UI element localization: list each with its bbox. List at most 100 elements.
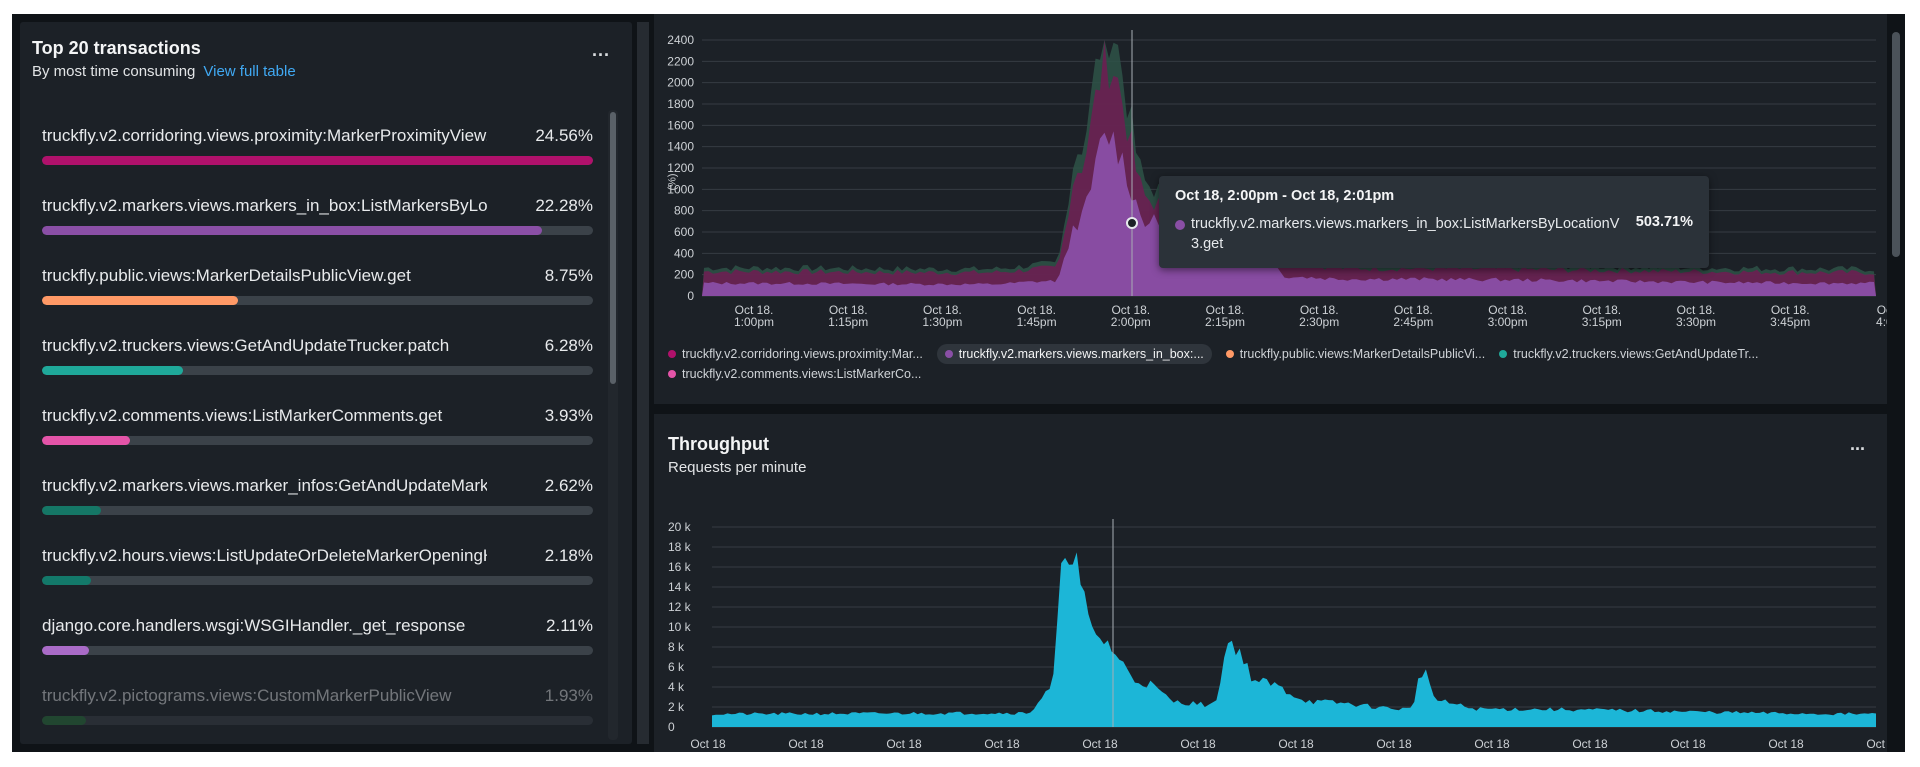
transaction-name: truckfly.v2.markers.views.marker_infos:G… — [42, 476, 487, 495]
transaction-row[interactable]: truckfly.v2.markers.views.marker_infos:G… — [42, 476, 593, 546]
transaction-name: truckfly.v2.corridoring.views.proximity:… — [42, 126, 487, 145]
panel-title: Top 20 transactions — [32, 38, 201, 58]
transaction-row[interactable]: truckfly.v2.hours.views:ListUpdateOrDele… — [42, 546, 593, 616]
y-tick-label: 1000 — [667, 182, 694, 196]
legend-label: truckfly.v2.markers.views.markers_in_box… — [958, 347, 1204, 361]
legend-item[interactable]: truckfly.public.views:MarkerDetailsPubli… — [1225, 344, 1486, 364]
transaction-bar-fill — [42, 716, 86, 725]
x-tick-label: Oct 18, — [1206, 303, 1245, 314]
throughput-panel: Throughput Requests per minute ... 0 2 k 4… — [654, 414, 1887, 752]
transaction-row[interactable]: truckfly.v2.pictograms.views:CustomMarke… — [42, 686, 593, 744]
y-tick-label: 12 k — [668, 600, 692, 614]
legend-item[interactable]: truckfly.v2.markers.views.markers_in_box… — [936, 344, 1212, 364]
area-series-corridoring — [702, 40, 1876, 296]
transaction-row[interactable]: django.core.handlers.wsgi:WSGIHandler._g… — [42, 616, 593, 686]
transaction-percent: 1.93% — [544, 686, 593, 705]
x-tick-label: Oct 18, — [1111, 303, 1150, 314]
x-tick-label: Oct 18 — [1180, 737, 1216, 751]
tooltip-title: Oct 18, 2:00pm - Oct 18, 2:01pm — [1175, 188, 1395, 204]
transaction-name: truckfly.v2.markers.views.markers_in_box… — [42, 196, 487, 215]
y-tick-label: 2 k — [668, 700, 685, 714]
transaction-bar-track — [42, 436, 593, 445]
x-tick-label: Oct 18 — [1278, 737, 1314, 751]
legend-dot-icon — [668, 350, 676, 358]
time-consumption-chart-panel: (%) 0 200 400 600 800 1000 1200 1400 1600 1800 200… — [654, 14, 1887, 404]
throughput-subtitle: Requests per minute — [668, 459, 807, 476]
x-tick-label: Oct 18 — [1376, 737, 1412, 751]
x-tick-label: Oct 18, — [1677, 303, 1716, 314]
x-tick-label: Oct 18, — [1582, 303, 1621, 314]
y-tick-label: 2400 — [667, 33, 694, 47]
y-tick-label: 200 — [674, 268, 694, 282]
dashboard-frame: Top 20 transactions By most time consumi… — [12, 14, 1905, 752]
transaction-percent: 6.28% — [544, 336, 593, 355]
x-tick-label: Oct 18 — [1768, 737, 1804, 751]
transaction-bar-track — [42, 156, 593, 165]
panel-divider[interactable] — [637, 22, 649, 744]
x-tick-label: 4:0 — [1876, 315, 1887, 329]
transaction-bar-fill — [42, 366, 184, 375]
transaction-bar-fill — [42, 156, 593, 165]
x-tick-label: Oc — [1877, 303, 1887, 314]
transaction-row[interactable]: truckfly.v2.comments.views:ListMarkerCom… — [42, 406, 593, 476]
transaction-row[interactable]: truckfly.v2.corridoring.views.proximity:… — [42, 126, 593, 196]
legend-label: truckfly.public.views:MarkerDetailsPubli… — [1239, 347, 1486, 361]
x-tick-label: Oct 18 — [1866, 737, 1887, 751]
transaction-name: truckfly.v2.pictograms.views:CustomMarke… — [42, 686, 452, 705]
throughput-menu-button[interactable]: ... — [1849, 434, 1865, 454]
transaction-bar-track — [42, 716, 593, 725]
chart-legend: truckfly.v2.corridoring.views.proximity:… — [668, 344, 1868, 384]
chart-tooltip: Oct 18, 2:00pm - Oct 18, 2:01pm truckfly… — [1159, 176, 1709, 268]
panel-subtitle: By most time consuming View full table — [32, 63, 296, 80]
scrollbar-thumb[interactable] — [610, 112, 616, 384]
transaction-name: truckfly.v2.comments.views:ListMarkerCom… — [42, 406, 443, 425]
x-tick-label: Oct 18, — [1394, 303, 1433, 314]
transaction-name: truckfly.public.views:MarkerDetailsPubli… — [42, 266, 411, 285]
transaction-bar-fill — [42, 646, 90, 655]
panel-menu-button[interactable]: ... — [591, 40, 610, 60]
y-tick-label: 0 — [668, 720, 675, 734]
y-tick-label: 0 — [687, 289, 694, 303]
legend-dot-icon — [1499, 350, 1508, 358]
top-transactions-panel: Top 20 transactions By most time consumi… — [20, 22, 632, 744]
x-tick-label: Oct 18 — [1474, 737, 1510, 751]
x-tick-label: Oct 18, — [1017, 303, 1056, 314]
x-tick-label: 3:45pm — [1770, 315, 1810, 329]
x-tick-label: 1:45pm — [1017, 315, 1057, 329]
legend-item[interactable]: truckfly.v2.truckers.views:GetAndUpdateT… — [1499, 344, 1758, 364]
transaction-percent: 2.11% — [546, 616, 593, 635]
throughput-chart[interactable]: 0 2 k 4 k 6 k 8 k 10 k 12 k 14 k 16 k 18 k 20 k Oct… — [654, 414, 1887, 752]
transaction-name: truckfly.v2.truckers.views:GetAndUpdateT… — [42, 336, 450, 355]
x-tick-label: 2:45pm — [1393, 315, 1433, 329]
y-tick-label: 1600 — [667, 118, 694, 132]
y-tick-label: 4 k — [668, 680, 685, 694]
hover-point — [1126, 217, 1138, 229]
y-tick-label: 400 — [674, 246, 694, 260]
tooltip-series-dot — [1175, 220, 1185, 230]
transaction-percent: 3.93% — [544, 406, 593, 425]
legend-dot-icon — [1225, 350, 1234, 358]
y-tick-label: 1400 — [667, 140, 694, 154]
x-tick-label: Oct 18 — [690, 737, 726, 751]
scrollbar-track[interactable] — [608, 110, 618, 740]
legend-item[interactable]: truckfly.v2.comments.views:ListMarkerCo.… — [668, 364, 921, 384]
transaction-row[interactable]: truckfly.v2.markers.views.markers_in_box… — [42, 196, 593, 266]
transaction-row[interactable]: truckfly.public.views:MarkerDetailsPubli… — [42, 266, 593, 336]
page-scrollbar-thumb[interactable] — [1892, 32, 1900, 257]
y-tick-label: 18 k — [668, 540, 692, 554]
transaction-percent: 2.18% — [544, 546, 593, 565]
transaction-list: truckfly.v2.corridoring.views.proximity:… — [42, 126, 593, 744]
x-tick-label: Oct 18, — [1488, 303, 1527, 314]
panel-subtitle-text: By most time consuming — [32, 63, 196, 80]
legend-item[interactable]: truckfly.v2.corridoring.views.proximity:… — [668, 344, 923, 364]
time-consumption-chart[interactable]: 0 200 400 600 800 1000 1200 1400 1600 1800 2000 220… — [654, 14, 1887, 314]
x-tick-label: 3:15pm — [1582, 315, 1622, 329]
transaction-row[interactable]: truckfly.v2.truckers.views:GetAndUpdateT… — [42, 336, 593, 406]
legend-label: truckfly.v2.truckers.views:GetAndUpdateT… — [1513, 347, 1759, 361]
legend-dot-icon — [668, 370, 676, 378]
x-tick-label: Oct 18, — [923, 303, 962, 314]
transaction-bar-track — [42, 646, 593, 655]
transaction-bar-fill — [42, 436, 131, 445]
x-tick-label: Oct 18, — [735, 303, 774, 314]
view-full-table-link[interactable]: View full table — [203, 63, 296, 80]
